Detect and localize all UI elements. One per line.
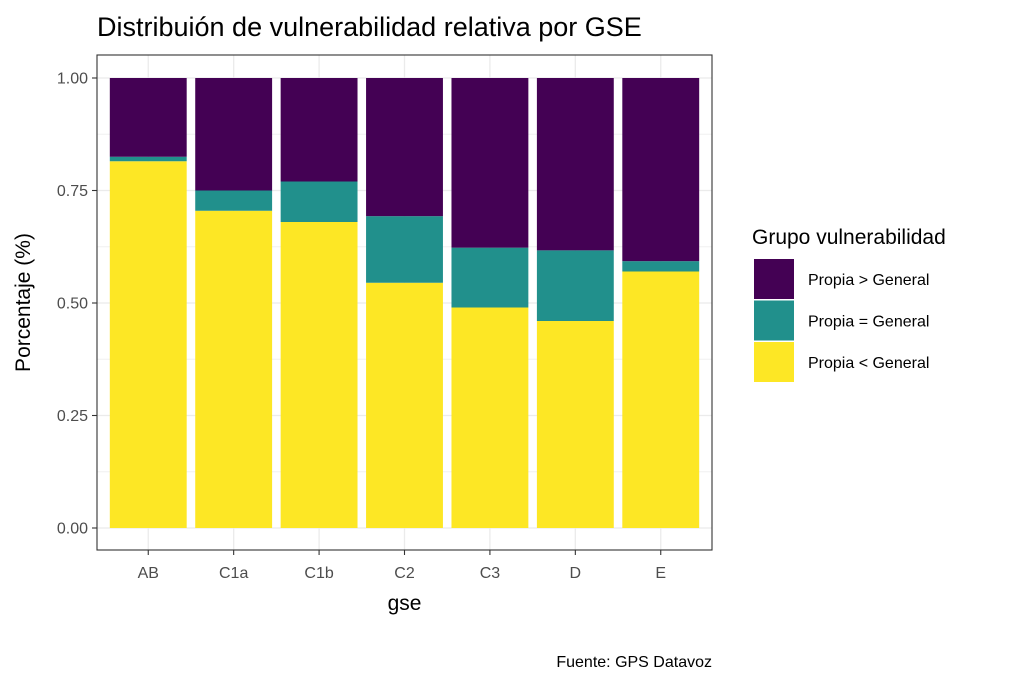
bar-segment: [109, 161, 187, 528]
y-tick-label: 0.00: [57, 521, 88, 538]
legend-swatch: [754, 342, 794, 382]
legend-label: Propia > General: [808, 272, 929, 289]
bar-segment: [366, 78, 443, 217]
x-tick-label: C2: [394, 565, 415, 582]
x-tick-label: C1a: [219, 565, 248, 582]
plot-area: [96, 54, 713, 551]
legend-title: Grupo vulnerabilidad: [752, 226, 946, 249]
legend-label: Propia = General: [808, 314, 929, 331]
y-tick-label: 1.00: [57, 71, 88, 88]
x-tick-label: D: [570, 565, 582, 582]
bar-segment: [536, 78, 614, 251]
y-tick-label: 0.75: [57, 183, 88, 200]
bar-segment: [195, 210, 273, 528]
bar-segment: [109, 78, 187, 157]
y-tick-label: 0.25: [57, 408, 88, 425]
bar-segment: [109, 156, 187, 162]
x-axis-title: gse: [388, 592, 422, 615]
bar-segment: [280, 181, 358, 222]
bar-segment: [195, 78, 273, 191]
legend-items: Propia > General Propia = General Propia <…: [754, 259, 929, 382]
x-axis: AB C1a C1b C2 C3 D E: [138, 550, 666, 582]
bar-segment: [366, 216, 443, 283]
bar-segment: [280, 222, 358, 528]
chart-title: Distribuión de vulnerabilidad relativa p…: [97, 12, 642, 42]
legend-swatch: [754, 259, 794, 299]
y-axis-title: Porcentaje (%): [12, 233, 35, 372]
bar-segment: [366, 282, 443, 528]
bar-segment: [536, 321, 614, 528]
legend: Grupo vulnerabilidad Propia > GeneralPro…: [752, 226, 946, 382]
legend-swatch: [754, 300, 794, 341]
bars: [109, 78, 700, 528]
bar-segment: [622, 271, 700, 528]
bar-segment: [451, 247, 529, 308]
y-tick-label: 0.50: [57, 296, 88, 313]
legend-label: Propia < General: [808, 355, 929, 372]
y-axis: 0.00 0.25 0.50 0.75 1.00: [57, 71, 97, 538]
x-tick-label: E: [655, 565, 666, 582]
bar-segment: [195, 190, 273, 211]
x-tick-label: C1b: [304, 565, 333, 582]
bar-segment: [536, 250, 614, 321]
bar-segment: [451, 78, 529, 248]
bar-segment: [280, 78, 358, 182]
bar-segment: [451, 307, 529, 528]
x-tick-label: C3: [480, 565, 501, 582]
chart-caption: Fuente: GPS Datavoz: [556, 654, 712, 671]
x-tick-label: AB: [138, 565, 159, 582]
bar-segment: [622, 261, 700, 272]
bar-segment: [622, 78, 700, 262]
